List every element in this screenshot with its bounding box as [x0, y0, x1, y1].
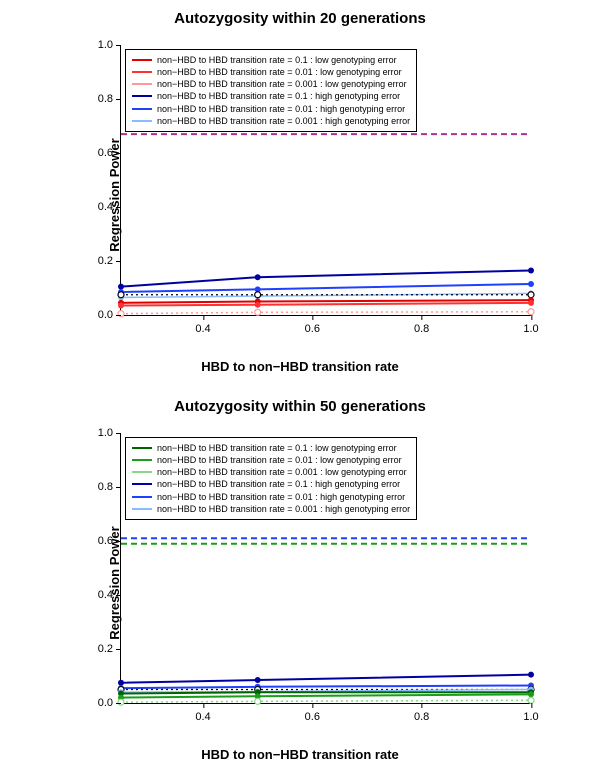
legend-0: non−HBD to HBD transition rate = 0.1 : l…: [125, 49, 417, 132]
legend-item: non−HBD to HBD transition rate = 0.001 :…: [132, 466, 410, 478]
legend-text: non−HBD to HBD transition rate = 0.001 :…: [157, 503, 410, 515]
series-point: [255, 302, 261, 308]
x-tick: 0.8: [414, 315, 429, 335]
series-point: [118, 284, 124, 290]
series-point: [528, 309, 534, 315]
x-tick: 0.4: [195, 315, 210, 335]
legend-swatch: [132, 120, 152, 122]
y-tick: 0.0: [98, 697, 121, 709]
legend-1: non−HBD to HBD transition rate = 0.1 : l…: [125, 437, 417, 520]
series-point: [118, 303, 124, 309]
legend-item: non−HBD to HBD transition rate = 0.01 : …: [132, 103, 410, 115]
series-point: [528, 691, 534, 697]
legend-text: non−HBD to HBD transition rate = 0.01 : …: [157, 454, 402, 466]
series-point: [255, 698, 261, 704]
series-line: [121, 692, 531, 693]
legend-swatch: [132, 496, 152, 498]
y-tick: 1.0: [98, 39, 121, 51]
series-point: [118, 680, 124, 686]
y-tick: 0.4: [98, 589, 121, 601]
legend-swatch: [132, 108, 152, 110]
x-tick: 0.6: [305, 315, 320, 335]
x-axis-label: HBD to non−HBD transition rate: [50, 359, 550, 374]
legend-swatch: [132, 459, 152, 461]
x-tick: 0.4: [195, 703, 210, 723]
legend-swatch: [132, 508, 152, 510]
legend-item: non−HBD to HBD transition rate = 0.001 :…: [132, 78, 410, 90]
series-point: [255, 274, 261, 280]
legend-text: non−HBD to HBD transition rate = 0.01 : …: [157, 66, 402, 78]
series-line: [121, 675, 531, 683]
chart-panel-50gen: Autozygosity within 50 generations Regre…: [50, 398, 550, 768]
series-point: [255, 677, 261, 683]
chart-title: Autozygosity within 20 generations: [50, 10, 550, 27]
x-tick: 0.6: [305, 703, 320, 723]
chart-panel-20gen: Autozygosity within 20 generations Regre…: [50, 10, 550, 380]
y-tick: 0.6: [98, 147, 121, 159]
y-tick: 0.8: [98, 93, 121, 105]
series-point: [255, 309, 261, 315]
series-point: [118, 292, 124, 298]
legend-item: non−HBD to HBD transition rate = 0.01 : …: [132, 491, 410, 503]
series-line: [121, 694, 531, 697]
plot-area-0: non−HBD to HBD transition rate = 0.1 : l…: [120, 45, 531, 316]
legend-swatch: [132, 83, 152, 85]
legend-item: non−HBD to HBD transition rate = 0.1 : h…: [132, 478, 410, 490]
y-tick: 0.0: [98, 309, 121, 321]
series-line: [121, 284, 531, 292]
chart-title: Autozygosity within 50 generations: [50, 398, 550, 415]
legend-item: non−HBD to HBD transition rate = 0.001 :…: [132, 503, 410, 515]
y-tick: 0.4: [98, 201, 121, 213]
legend-item: non−HBD to HBD transition rate = 0.1 : h…: [132, 90, 410, 102]
legend-text: non−HBD to HBD transition rate = 0.01 : …: [157, 491, 405, 503]
legend-text: non−HBD to HBD transition rate = 0.001 :…: [157, 115, 410, 127]
legend-swatch: [132, 447, 152, 449]
series-line: [121, 303, 531, 306]
legend-item: non−HBD to HBD transition rate = 0.1 : l…: [132, 442, 410, 454]
series-point: [528, 267, 534, 273]
y-tick: 0.2: [98, 255, 121, 267]
legend-item: non−HBD to HBD transition rate = 0.01 : …: [132, 66, 410, 78]
page: Autozygosity within 20 generations Regre…: [0, 0, 600, 776]
legend-swatch: [132, 59, 152, 61]
legend-swatch: [132, 95, 152, 97]
legend-text: non−HBD to HBD transition rate = 0.1 : l…: [157, 54, 397, 66]
series-point: [255, 292, 261, 298]
legend-text: non−HBD to HBD transition rate = 0.1 : l…: [157, 442, 397, 454]
series-point: [528, 292, 534, 298]
legend-item: non−HBD to HBD transition rate = 0.01 : …: [132, 454, 410, 466]
legend-text: non−HBD to HBD transition rate = 0.1 : h…: [157, 478, 400, 490]
series-line: [121, 293, 531, 297]
y-tick: 0.6: [98, 535, 121, 547]
legend-text: non−HBD to HBD transition rate = 0.01 : …: [157, 103, 405, 115]
x-tick: 1.0: [523, 315, 538, 335]
legend-swatch: [132, 471, 152, 473]
x-tick: 0.8: [414, 703, 429, 723]
series-point: [528, 300, 534, 306]
legend-text: non−HBD to HBD transition rate = 0.1 : h…: [157, 90, 400, 102]
legend-item: non−HBD to HBD transition rate = 0.1 : l…: [132, 54, 410, 66]
series-point: [528, 672, 534, 678]
legend-swatch: [132, 71, 152, 73]
legend-item: non−HBD to HBD transition rate = 0.001 :…: [132, 115, 410, 127]
series-line: [121, 312, 531, 314]
legend-text: non−HBD to HBD transition rate = 0.001 :…: [157, 78, 407, 90]
y-tick: 1.0: [98, 427, 121, 439]
legend-swatch: [132, 483, 152, 485]
plot-area-1: non−HBD to HBD transition rate = 0.1 : l…: [120, 433, 531, 704]
x-axis-label: HBD to non−HBD transition rate: [50, 747, 550, 762]
y-tick: 0.2: [98, 643, 121, 655]
series-line: [121, 685, 531, 688]
series-line: [121, 700, 531, 702]
x-tick: 1.0: [523, 703, 538, 723]
y-tick: 0.8: [98, 481, 121, 493]
legend-text: non−HBD to HBD transition rate = 0.001 :…: [157, 466, 407, 478]
series-point: [528, 281, 534, 287]
